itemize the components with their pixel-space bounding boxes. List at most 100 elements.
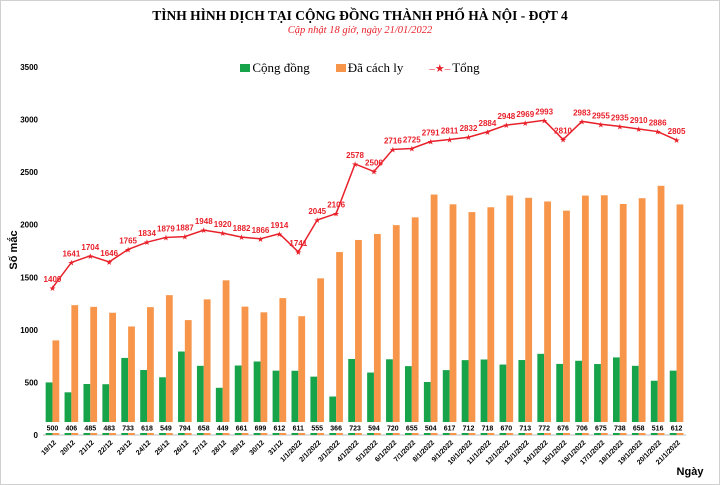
marker-total: ★ bbox=[503, 121, 510, 130]
data-label-community: 658 bbox=[198, 426, 210, 433]
bar-quarantined bbox=[90, 306, 98, 435]
bar-quarantined bbox=[71, 305, 79, 435]
data-label-total: 2884 bbox=[479, 119, 497, 128]
marker-total: ★ bbox=[351, 160, 358, 169]
data-label-bg bbox=[497, 422, 516, 433]
data-label-community: 718 bbox=[482, 426, 494, 433]
y-tick-label: 3000 bbox=[20, 116, 38, 125]
marker-total: ★ bbox=[125, 245, 132, 254]
data-label-bg bbox=[478, 422, 497, 433]
bar-quarantined bbox=[392, 225, 400, 435]
data-label-bg bbox=[289, 422, 308, 433]
legend-label: Tổng bbox=[452, 60, 480, 75]
marker-total: ★ bbox=[181, 233, 188, 242]
bar-community bbox=[215, 387, 223, 435]
data-label-total: 1704 bbox=[81, 243, 99, 252]
bar-community bbox=[556, 363, 564, 435]
bar-community bbox=[650, 380, 658, 435]
marker-total: ★ bbox=[238, 233, 245, 242]
data-label-total: 2886 bbox=[649, 119, 667, 128]
bar-quarantined bbox=[279, 298, 287, 435]
data-label-total: 2969 bbox=[516, 110, 534, 119]
marker-total: ★ bbox=[673, 136, 680, 145]
marker-total: ★ bbox=[87, 252, 94, 261]
data-label-community: 549 bbox=[160, 426, 172, 433]
data-label-community: 555 bbox=[311, 426, 323, 433]
bar-quarantined bbox=[506, 195, 514, 435]
data-label-community: 712 bbox=[463, 426, 475, 433]
marker-total: ★ bbox=[370, 168, 377, 177]
data-label-total: 2045 bbox=[308, 207, 326, 216]
data-label-total: 2725 bbox=[403, 135, 421, 144]
data-label-total: 2983 bbox=[573, 108, 591, 117]
data-label-total: 1834 bbox=[138, 229, 156, 238]
data-label-bg bbox=[554, 422, 573, 433]
bar-quarantined bbox=[430, 194, 438, 435]
marker-total: ★ bbox=[578, 117, 585, 126]
data-label-bg bbox=[100, 422, 119, 433]
legend-label: Đã cách ly bbox=[347, 60, 404, 75]
y-tick-label: 2500 bbox=[20, 168, 38, 177]
bar-community bbox=[291, 370, 299, 435]
x-tick-label: 27/12 bbox=[192, 439, 209, 456]
x-tick-label: 22/12 bbox=[97, 439, 114, 456]
marker-total: ★ bbox=[654, 128, 661, 137]
marker-total: ★ bbox=[200, 226, 207, 235]
marker-total: ★ bbox=[333, 210, 340, 219]
bar-community bbox=[386, 359, 393, 435]
y-tick-label: 1000 bbox=[20, 326, 38, 335]
marker-total: ★ bbox=[408, 144, 415, 153]
bar-quarantined bbox=[128, 326, 135, 435]
data-label-bg bbox=[251, 422, 270, 433]
data-label-bg bbox=[156, 422, 175, 433]
data-label-total: 2910 bbox=[630, 116, 648, 125]
x-tick-label: 25/12 bbox=[154, 439, 171, 456]
bar-quarantined bbox=[317, 278, 325, 435]
bar-community bbox=[537, 353, 545, 435]
legend-swatch bbox=[240, 64, 251, 72]
bar-community bbox=[45, 382, 53, 435]
bar-community bbox=[348, 358, 356, 435]
bar-community bbox=[367, 372, 374, 435]
bar-quarantined bbox=[581, 195, 589, 435]
y-axis-label: Số mắc bbox=[7, 230, 20, 269]
bar-community bbox=[272, 370, 280, 435]
y-tick-label: 0 bbox=[34, 431, 39, 440]
data-label-bg bbox=[213, 422, 232, 433]
marker-total: ★ bbox=[295, 248, 302, 257]
data-label-bg bbox=[535, 422, 554, 433]
data-label-bg bbox=[308, 422, 327, 433]
data-label-bg bbox=[402, 422, 421, 433]
bar-community bbox=[631, 365, 639, 435]
marker-total: ★ bbox=[143, 238, 150, 247]
data-label-community: 706 bbox=[576, 426, 588, 433]
data-label-total: 1646 bbox=[100, 249, 118, 258]
data-label-community: 618 bbox=[141, 426, 153, 433]
data-label-bg bbox=[629, 422, 648, 433]
marker-total: ★ bbox=[68, 258, 75, 267]
legend-item-community: Cộng đồng bbox=[240, 60, 310, 76]
bar-quarantined bbox=[544, 201, 551, 435]
chart-subtitle: Cập nhật 18 giờ, ngày 21/01/2022 bbox=[287, 25, 433, 36]
marker-total: ★ bbox=[635, 125, 642, 134]
data-label-total: 2506 bbox=[365, 159, 383, 168]
data-label-bg bbox=[138, 422, 157, 433]
data-label-total: 1914 bbox=[270, 221, 288, 230]
bar-quarantined bbox=[355, 239, 362, 435]
data-label-bg bbox=[62, 422, 81, 433]
data-label-bg bbox=[346, 422, 365, 433]
x-tick-label: 21/12 bbox=[78, 439, 95, 456]
data-label-total: 1741 bbox=[289, 239, 307, 248]
bar-community bbox=[423, 382, 431, 435]
data-label-total: 2832 bbox=[460, 124, 478, 133]
bar-community bbox=[575, 360, 582, 435]
bar-quarantined bbox=[657, 185, 665, 435]
marker-total: ★ bbox=[559, 136, 566, 145]
data-label-community: 594 bbox=[368, 426, 380, 433]
bar-community bbox=[329, 396, 337, 435]
data-label-bg bbox=[610, 422, 629, 433]
data-label-total: 2948 bbox=[497, 112, 515, 121]
data-label-community: 366 bbox=[330, 426, 342, 433]
bar-community bbox=[253, 361, 261, 435]
data-label-community: 699 bbox=[255, 426, 267, 433]
